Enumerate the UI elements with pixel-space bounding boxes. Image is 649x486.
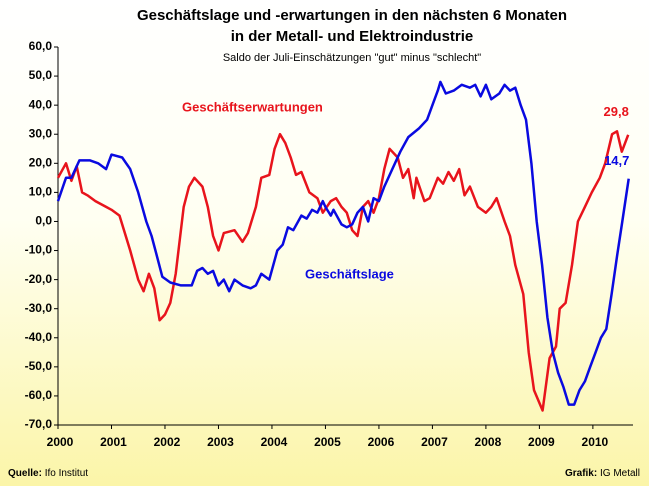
- y-tick-label: -10,0: [25, 243, 53, 257]
- credit-label: Grafik:: [565, 468, 597, 479]
- y-tick-label: -70,0: [25, 417, 53, 431]
- y-tick-label: 30,0: [29, 126, 53, 140]
- x-tick-label: 2002: [154, 435, 181, 449]
- x-tick-label: 2006: [368, 435, 395, 449]
- y-tick-label: -40,0: [25, 330, 53, 344]
- y-tick-label: -60,0: [25, 388, 53, 402]
- credit: Grafik: IG Metall: [565, 468, 640, 479]
- x-tick-label: 2010: [582, 435, 609, 449]
- y-tick-label: -50,0: [25, 359, 53, 373]
- y-tick-label: -30,0: [25, 301, 53, 315]
- series-label: Geschäftserwartungen: [182, 99, 323, 114]
- x-tick-label: 2003: [207, 435, 234, 449]
- y-tick-label: 40,0: [29, 97, 53, 111]
- y-tick-label: 0,0: [35, 214, 52, 228]
- x-tick-label: 2004: [261, 435, 288, 449]
- value-label: 14,7: [604, 153, 629, 168]
- y-tick-label: 60,0: [29, 39, 53, 53]
- y-tick-label: 10,0: [29, 185, 53, 199]
- chart-title: Geschäftslage und -erwartungen in den nä…: [137, 7, 567, 24]
- x-tick-label: 2005: [314, 435, 341, 449]
- x-tick-label: 2000: [47, 435, 74, 449]
- chart-subtitle: Saldo der Juli-Einschätzungen "gut" minu…: [223, 52, 481, 64]
- value-label: 29,8: [604, 104, 629, 119]
- y-tick-label: 20,0: [29, 155, 53, 169]
- source-label: Quelle:: [8, 468, 42, 479]
- x-tick-label: 2001: [100, 435, 127, 449]
- chart-title: in der Metall- und Elektroindustrie: [231, 28, 474, 45]
- x-tick-label: 2009: [528, 435, 555, 449]
- series-label: Geschäftslage: [305, 266, 394, 281]
- source: Quelle: Ifo Institut: [8, 468, 88, 479]
- x-tick-label: 2007: [421, 435, 448, 449]
- series-line: [56, 80, 630, 406]
- series-line: [56, 130, 630, 412]
- y-tick-label: 50,0: [29, 68, 53, 82]
- y-tick-label: -20,0: [25, 272, 53, 286]
- x-tick-label: 2008: [475, 435, 502, 449]
- source-text: Ifo Institut: [45, 468, 89, 479]
- credit-text: IG Metall: [600, 468, 640, 479]
